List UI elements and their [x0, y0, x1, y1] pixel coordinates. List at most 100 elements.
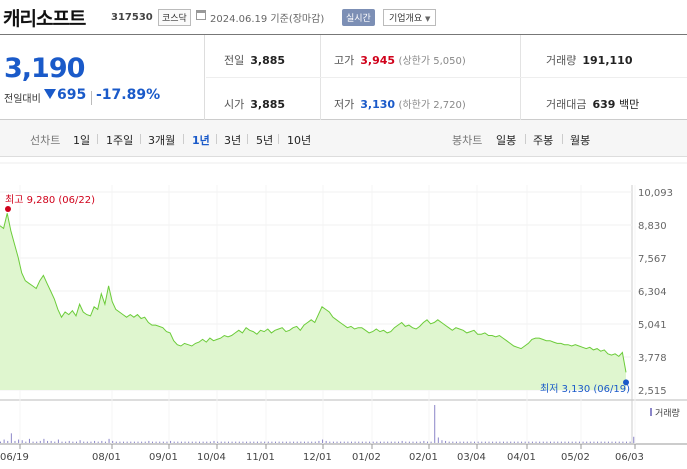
volume-bar	[141, 441, 143, 443]
volume-bar	[361, 441, 363, 443]
y-tick-label: 2,515	[638, 386, 667, 397]
volume-bar	[300, 441, 302, 443]
period-3y[interactable]: 3년	[224, 134, 242, 147]
period-5y[interactable]: 5년	[256, 134, 274, 147]
price-line	[0, 213, 627, 373]
volume-bar	[629, 441, 631, 443]
period-1w[interactable]: 1주일	[106, 134, 134, 147]
x-tick-label: 06/03	[615, 452, 644, 463]
x-tick-label: 04/01	[507, 452, 536, 463]
y-tick-label: 3,778	[638, 353, 667, 364]
volume-bar	[390, 441, 392, 443]
candle-weekly[interactable]: 주봉	[533, 134, 554, 147]
amount-cell: 거래대금 639 백만	[546, 96, 639, 112]
volume-bar	[43, 438, 45, 443]
volume-bar	[600, 441, 602, 443]
volume-bar	[560, 441, 562, 443]
volume-bar	[604, 441, 606, 443]
current-price: 3,190	[4, 53, 85, 84]
volume-bar	[123, 441, 125, 443]
volume-bar	[119, 441, 121, 443]
period-1y[interactable]: 1년	[192, 134, 210, 147]
volume-bar	[430, 441, 432, 443]
volume-bar	[264, 441, 266, 443]
volume-bar	[227, 441, 229, 443]
volume-bar	[217, 441, 219, 443]
volume-bar	[275, 441, 277, 443]
realtime-button[interactable]: 실시간	[342, 9, 375, 26]
high-marker	[5, 206, 11, 212]
volume-bar	[354, 441, 356, 443]
volume-bar	[455, 441, 457, 443]
volume-bar	[481, 441, 483, 443]
low-label: 저가	[334, 98, 355, 111]
current-price-box: 3,190 전일대비 695 -17.89%	[0, 35, 205, 120]
x-tick-label: 03/04	[457, 452, 486, 463]
volume-bar	[611, 441, 613, 443]
volume-bar	[133, 441, 135, 443]
volume-bar	[350, 441, 352, 443]
volume-bar	[50, 440, 52, 443]
volume-bar	[188, 441, 190, 443]
volume-bar	[416, 441, 418, 443]
volume-bar	[108, 438, 110, 443]
prev-close-cell: 전일 3,885	[224, 52, 285, 68]
candle-daily[interactable]: 일봉	[496, 134, 517, 147]
volume-bar	[184, 441, 186, 443]
period-1d[interactable]: 1일	[73, 134, 91, 147]
volume-bar	[224, 441, 226, 443]
volume-bar	[7, 440, 9, 443]
volume-bar	[54, 441, 56, 443]
volume-bar	[379, 441, 381, 443]
x-tick-label: 05/02	[561, 452, 590, 463]
volume-bar	[246, 441, 248, 443]
volume-bar	[412, 441, 414, 443]
x-tick-label: 08/01	[92, 452, 121, 463]
low-annotation: 최저 3,130 (06/19)	[540, 383, 630, 395]
volume-bar	[267, 441, 269, 443]
volume-bar	[162, 441, 164, 443]
volume-bar	[376, 441, 378, 443]
volume-bar	[466, 441, 468, 443]
volume-bar	[75, 441, 77, 443]
stock-header: 캐리소프트 317530 코스닥 2024.06.19 기준(장마감) 실시간 …	[0, 0, 687, 34]
change-value-group: 695	[44, 87, 86, 103]
volume-bar	[180, 441, 182, 443]
volume-bar	[394, 441, 396, 443]
volume-bar	[358, 441, 360, 443]
volume-label: 거래량	[546, 54, 577, 67]
volume-bar	[369, 441, 371, 443]
volume-bar	[282, 441, 284, 443]
divider	[206, 77, 687, 78]
volume-bar	[336, 441, 338, 443]
volume-bar	[524, 441, 526, 443]
volume-bar	[191, 441, 193, 443]
volume-bar	[79, 440, 81, 443]
volume-bar	[557, 441, 559, 443]
amount-unit: 백만	[618, 98, 640, 111]
volume-bar	[535, 441, 537, 443]
volume-bar	[564, 441, 566, 443]
volume-bar	[546, 441, 548, 443]
volume-bar	[47, 440, 49, 443]
volume-bar	[398, 441, 400, 443]
volume-bar	[199, 441, 201, 443]
divider	[525, 134, 526, 144]
period-3m[interactable]: 3개월	[148, 134, 176, 147]
volume-bar	[365, 441, 367, 443]
volume-legend-label: 거래량	[655, 407, 680, 419]
volume-bar	[242, 441, 244, 443]
candle-monthly[interactable]: 월봉	[570, 134, 591, 147]
volume-bar	[104, 441, 106, 443]
volume-bar	[159, 441, 161, 443]
company-info-dropdown[interactable]: 기업개요 ▼	[383, 9, 437, 26]
company-info-label: 기업개요	[389, 14, 423, 24]
volume-bar	[3, 439, 5, 443]
calendar-icon	[196, 10, 206, 20]
volume-bar	[61, 441, 63, 443]
period-10y[interactable]: 10년	[287, 134, 312, 147]
volume-bar	[314, 441, 316, 443]
volume-bar	[502, 441, 504, 443]
volume-bar	[148, 440, 150, 443]
